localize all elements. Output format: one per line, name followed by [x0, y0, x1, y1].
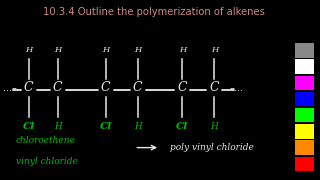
Text: ...–: ...– — [3, 83, 17, 93]
Text: C: C — [178, 81, 187, 94]
Text: H: H — [134, 46, 141, 54]
Text: H: H — [25, 46, 32, 54]
FancyBboxPatch shape — [295, 43, 314, 58]
FancyBboxPatch shape — [295, 157, 314, 171]
Text: Cl: Cl — [23, 122, 35, 131]
Text: H: H — [211, 122, 218, 131]
Text: –...: –... — [230, 83, 244, 93]
Text: H: H — [179, 46, 186, 54]
Text: Cl: Cl — [176, 122, 188, 131]
Text: H: H — [54, 46, 61, 54]
Text: H: H — [54, 122, 61, 131]
FancyBboxPatch shape — [295, 108, 314, 122]
FancyBboxPatch shape — [295, 76, 314, 90]
Text: C: C — [53, 81, 62, 94]
Text: vinyl chloride: vinyl chloride — [16, 158, 78, 166]
Text: C: C — [24, 81, 34, 94]
Text: H: H — [134, 122, 141, 131]
Text: chloroethene: chloroethene — [16, 136, 76, 145]
Text: 10.3.4 Outline the polymerization of alkenes: 10.3.4 Outline the polymerization of alk… — [43, 7, 265, 17]
FancyBboxPatch shape — [295, 140, 314, 155]
Text: poly vinyl chloride: poly vinyl chloride — [170, 143, 253, 152]
Text: C: C — [101, 81, 110, 94]
Text: H: H — [211, 46, 218, 54]
FancyBboxPatch shape — [295, 27, 314, 41]
FancyBboxPatch shape — [295, 124, 314, 139]
FancyBboxPatch shape — [295, 92, 314, 106]
Text: C: C — [133, 81, 142, 94]
FancyBboxPatch shape — [295, 59, 314, 74]
Text: Cl: Cl — [100, 122, 112, 131]
Text: H: H — [102, 46, 109, 54]
Text: C: C — [210, 81, 219, 94]
